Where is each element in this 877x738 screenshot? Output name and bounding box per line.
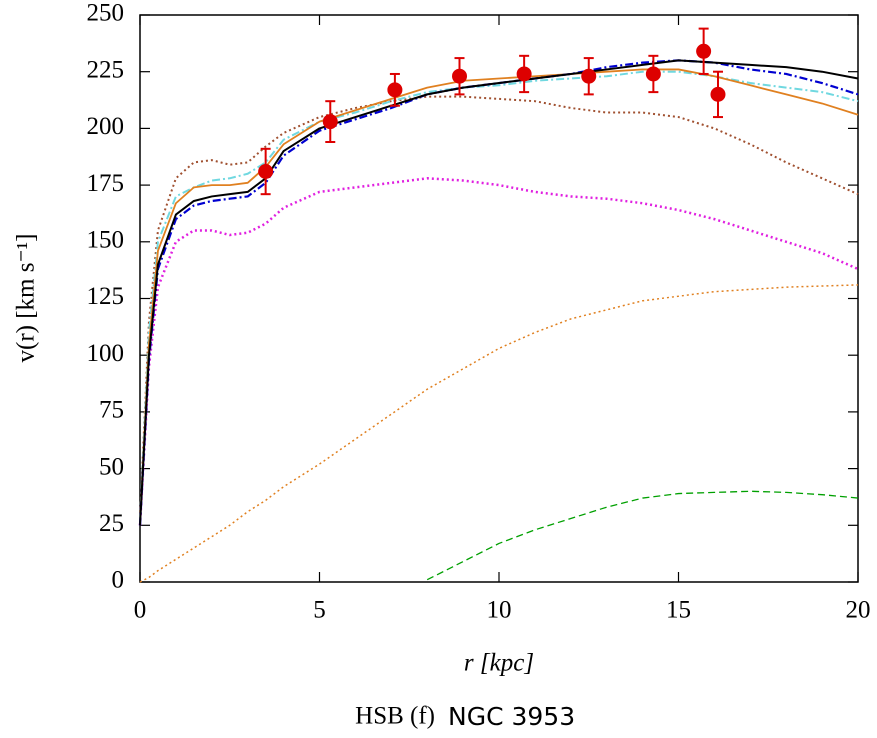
data-point — [258, 163, 274, 179]
rotation-curve — [139, 70, 859, 521]
rotation-curve — [139, 59, 859, 526]
rotation-curve — [138, 59, 859, 526]
x-tick-label: 0 — [134, 597, 147, 624]
data-point — [581, 68, 597, 84]
y-tick-label: 250 — [87, 0, 125, 27]
x-axis-label: r [kpc] — [464, 650, 534, 677]
data-point — [645, 66, 661, 82]
data-point — [696, 43, 712, 59]
data-point — [516, 66, 532, 82]
data-point — [322, 114, 338, 130]
y-tick-label: 25 — [99, 510, 124, 537]
data-point — [452, 68, 468, 84]
data-point — [710, 86, 726, 102]
rotation-curve — [139, 95, 859, 519]
y-tick-label: 0 — [112, 567, 125, 594]
y-tick-label: 75 — [99, 397, 124, 424]
x-tick-label: 15 — [666, 597, 691, 624]
y-tick-label: 200 — [87, 113, 125, 140]
y-tick-label: 150 — [87, 227, 125, 254]
y-tick-label: 100 — [87, 340, 125, 367]
y-tick-label: 50 — [99, 453, 124, 480]
rotation-curve — [139, 68, 859, 524]
y-tick-label: 225 — [87, 56, 125, 83]
caption: HSB (f) — [355, 703, 435, 730]
y-tick-label: 175 — [87, 170, 125, 197]
x-tick-label: 20 — [846, 597, 871, 624]
rotation-curve — [138, 177, 859, 526]
y-tick-label: 125 — [87, 283, 125, 310]
x-tick-label: 5 — [313, 597, 326, 624]
x-tick-label: 10 — [487, 597, 512, 624]
rotation-curve — [139, 284, 859, 583]
galaxy-name: NGC 3953 — [448, 702, 575, 731]
y-axis-label: v(r) [km s⁻¹] — [13, 234, 40, 363]
rotation-curve — [426, 490, 859, 581]
data-point — [387, 82, 403, 98]
plot-frame — [139, 14, 859, 583]
